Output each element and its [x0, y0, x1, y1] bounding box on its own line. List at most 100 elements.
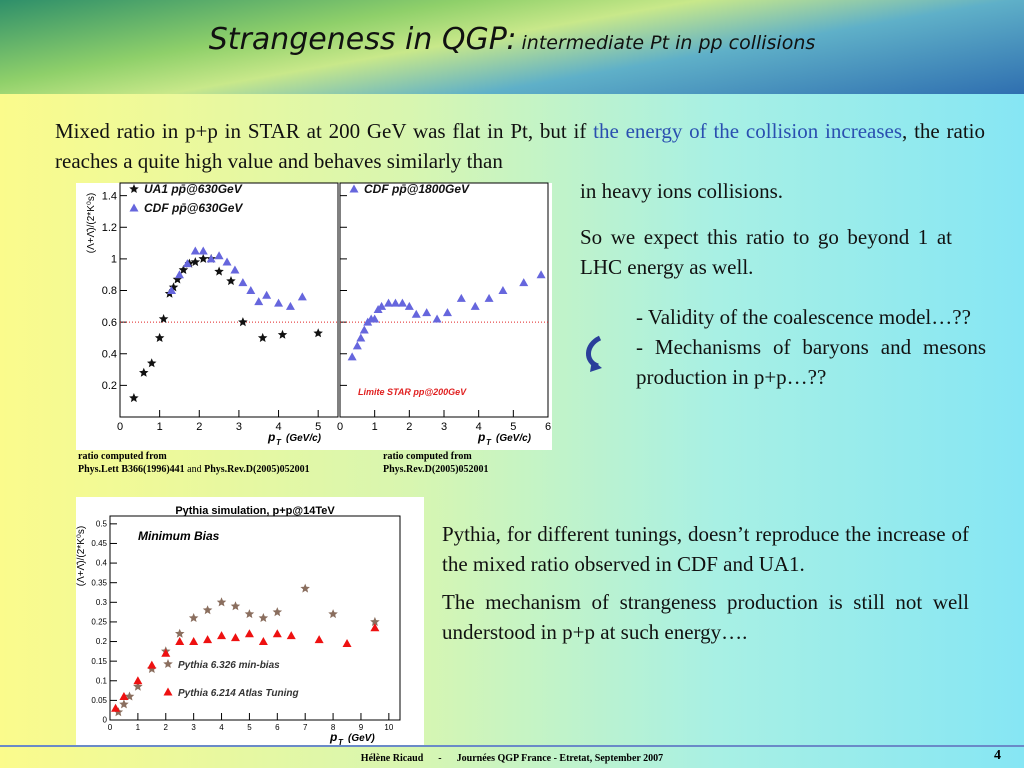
x-axis-label-sub: T	[276, 438, 282, 447]
y-tick-label: 0.05	[91, 696, 107, 705]
axes-frame	[119, 182, 339, 418]
x-tick-label: 1	[136, 723, 141, 732]
data-point	[175, 628, 185, 638]
data-point	[470, 301, 480, 310]
x-tick-label: 2	[196, 421, 202, 433]
y-tick-label: 0.8	[102, 285, 117, 297]
caption-ref: and	[187, 464, 202, 475]
data-point	[274, 298, 284, 307]
legend-marker	[163, 687, 173, 696]
data-point	[129, 393, 139, 403]
data-point	[198, 253, 208, 263]
data-point	[377, 301, 387, 310]
data-point	[216, 597, 227, 607]
footer-rule	[0, 745, 1024, 747]
caption-ref: Phys.Lett B366(1996)441	[78, 464, 185, 475]
legend-label: UA1 pp̄@630GeV	[144, 182, 243, 196]
data-point	[230, 633, 240, 642]
legend-marker	[349, 184, 359, 193]
data-point	[214, 251, 224, 260]
legend-label: Pythia 6.326 min-bias	[178, 660, 280, 671]
x-tick-label: 3	[191, 723, 196, 732]
x-tick-label: 0	[337, 421, 343, 433]
x-tick-label: 7	[303, 723, 308, 732]
x-tick-label: 3	[236, 421, 242, 433]
legend-label: CDF pp̄@1800GeV	[364, 182, 470, 196]
legend-marker	[129, 184, 139, 193]
x-axis-label: p	[267, 430, 275, 444]
data-point	[328, 609, 338, 619]
data-point	[384, 298, 394, 307]
footer-sep: -	[438, 753, 442, 764]
data-point	[147, 660, 157, 669]
y-tick-label: 0.4	[96, 559, 108, 568]
data-point	[347, 352, 357, 361]
caption-ref: Phys.Rev.D(2005)052001	[383, 464, 489, 475]
data-point	[297, 292, 307, 301]
data-point	[158, 314, 169, 323]
data-point	[498, 286, 508, 295]
x-tick-label: 5	[510, 421, 516, 433]
data-point	[286, 631, 296, 640]
data-point	[178, 265, 189, 274]
data-point	[154, 332, 165, 342]
data-point	[536, 270, 546, 279]
x-tick-label: 10	[384, 723, 393, 732]
y-tick-label: 1.4	[102, 190, 117, 202]
y-tick-label: 0.1	[96, 676, 108, 685]
data-point	[238, 317, 248, 327]
intro-text: , the ratio reaches a quite high value a…	[55, 119, 986, 173]
y-tick-label: 0.15	[91, 657, 107, 666]
plot-background	[76, 183, 552, 450]
plot-background	[76, 497, 424, 745]
y-tick-label: 0.25	[91, 618, 107, 627]
data-point	[167, 286, 177, 295]
y-tick-label: 1.2	[102, 222, 117, 234]
data-point	[254, 297, 264, 306]
data-point	[258, 613, 269, 622]
data-point	[484, 293, 494, 302]
data-point	[370, 616, 380, 626]
data-point	[202, 605, 213, 615]
x-tick-label: 1	[157, 421, 163, 433]
data-point	[222, 257, 232, 266]
data-point	[175, 637, 185, 646]
data-point	[411, 309, 421, 318]
data-point	[244, 629, 254, 638]
data-point	[352, 341, 362, 350]
x-tick-label: 2	[164, 723, 169, 732]
data-point	[246, 286, 256, 295]
data-point	[182, 259, 192, 268]
data-point	[217, 631, 227, 640]
footer-author: Hélène Ricaud	[360, 753, 424, 764]
y-tick-label: 0.4	[102, 348, 117, 360]
data-point	[198, 246, 208, 255]
data-point	[119, 699, 129, 709]
data-point	[442, 308, 452, 317]
data-point	[390, 298, 400, 307]
data-point	[262, 290, 272, 299]
data-point	[370, 623, 380, 632]
data-point	[277, 329, 288, 339]
plot-title: Pythia simulation, p+p@14TeV	[175, 505, 335, 517]
footer: Hélène Ricaud - Journées QGP France - Et…	[0, 752, 1024, 765]
footer-event: Journées QGP France - Etretat, September…	[456, 753, 664, 764]
y-tick-label: 0.6	[102, 317, 117, 329]
x-tick-label: 8	[331, 723, 336, 732]
data-point	[238, 278, 248, 287]
y-axis-label: (Λ+Λ̄)/(2*K⁰s)	[86, 193, 97, 253]
y-tick-label: 0.3	[96, 598, 108, 607]
data-point	[432, 314, 442, 323]
bullets: - Validity of the coalescence model…?? - …	[636, 302, 986, 392]
data-point	[313, 328, 323, 338]
data-point	[206, 254, 216, 263]
axes-frame	[109, 515, 401, 721]
data-point	[519, 278, 529, 287]
y-tick-label: 0.5	[96, 520, 108, 529]
x-axis-label: p	[329, 730, 337, 744]
title-sub: intermediate Pt in pp collisions	[521, 32, 816, 54]
y-tick-label: 0	[103, 716, 108, 725]
caption-line: ratio computed from	[78, 451, 167, 462]
data-point	[133, 681, 143, 691]
